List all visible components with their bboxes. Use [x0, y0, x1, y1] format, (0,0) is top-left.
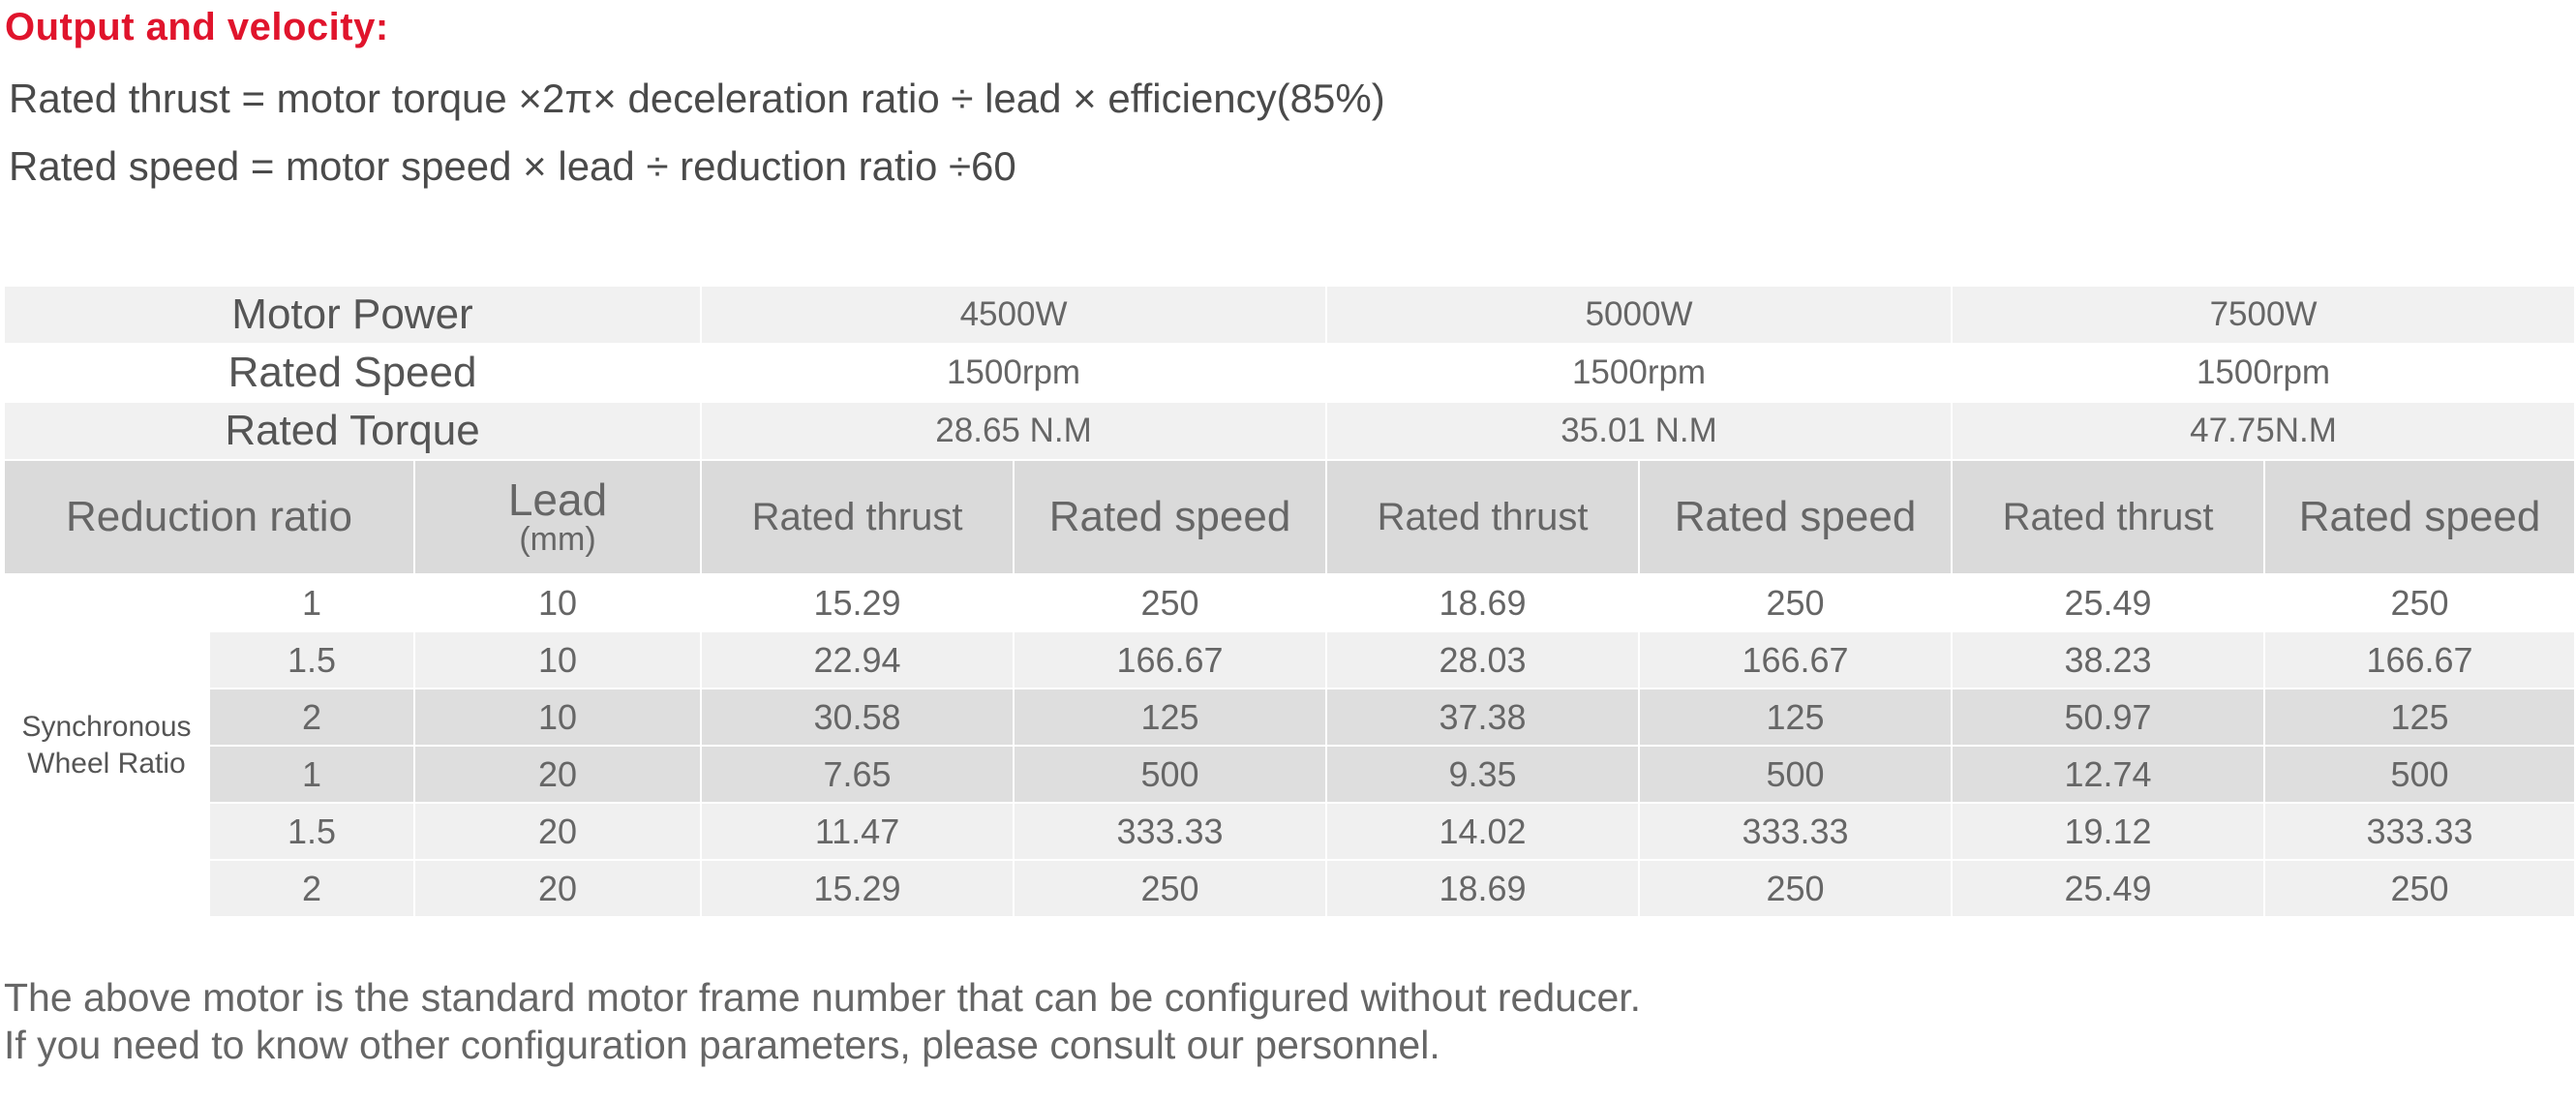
motor-power-4500: 4500W	[700, 285, 1328, 345]
lead-cell: 10	[412, 573, 703, 632]
value-cell: 250	[1638, 859, 1954, 918]
value-cell: 500	[1638, 745, 1954, 804]
ratio-cell: 2	[208, 859, 415, 918]
rated-speed-label: Rated Speed	[2, 343, 703, 403]
rated-torque-label: Rated Torque	[2, 401, 703, 461]
rated-speed-4500: 1500rpm	[700, 343, 1328, 403]
rated-speed-header: Rated speed	[1638, 459, 1954, 575]
value-cell: 166.67	[2263, 630, 2576, 689]
value-cell: 38.23	[1951, 630, 2266, 689]
value-cell: 15.29	[700, 859, 1015, 918]
rated-speed-header: Rated speed	[2263, 459, 2576, 575]
value-cell: 9.35	[1325, 745, 1641, 804]
value-cell: 25.49	[1951, 859, 2266, 918]
lead-header-unit: (mm)	[519, 521, 596, 558]
column-header-row: Reduction ratio Lead (mm) Rated thrust R…	[3, 459, 2576, 575]
lead-cell: 10	[412, 688, 703, 747]
value-cell: 125	[2263, 688, 2576, 747]
rated-torque-row: Rated Torque 28.65 N.M 35.01 N.M 47.75N.…	[2, 401, 2576, 461]
value-cell: 14.02	[1325, 802, 1641, 861]
value-cell: 30.58	[700, 688, 1015, 747]
rated-thrust-header: Rated thrust	[700, 459, 1015, 575]
value-cell: 12.74	[1951, 745, 2266, 804]
rated-torque-4500: 28.65 N.M	[700, 401, 1328, 461]
footnote-standard-frame: The above motor is the standard motor fr…	[4, 975, 1642, 1020]
value-cell: 125	[1638, 688, 1954, 747]
value-cell: 50.97	[1951, 688, 2266, 747]
table-row: 1.5 20 11.47 333.33 14.02 333.33 19.12 3…	[4, 802, 2576, 861]
rated-speed-header: Rated speed	[1013, 459, 1328, 575]
value-cell: 7.65	[700, 745, 1015, 804]
motor-power-row: Motor Power 4500W 5000W 7500W	[2, 285, 2576, 345]
motor-power-label: Motor Power	[2, 285, 703, 345]
value-cell: 15.29	[700, 573, 1015, 632]
table-row: 2 20 15.29 250 18.69 250 25.49 250	[4, 859, 2576, 918]
value-cell: 37.38	[1325, 688, 1641, 747]
synchronous-wheel-ratio-label: Synchronous Wheel Ratio	[3, 573, 210, 918]
specification-table: Motor Power 4500W 5000W 7500W Rated Spee…	[2, 285, 2576, 918]
rated-torque-7500: 47.75N.M	[1951, 401, 2576, 461]
value-cell: 125	[1013, 688, 1328, 747]
value-cell: 250	[1638, 573, 1954, 632]
rated-speed-formula: Rated speed = motor speed × lead ÷ reduc…	[9, 143, 1016, 189]
lead-header-title: Lead	[507, 474, 608, 525]
rated-thrust-header: Rated thrust	[1325, 459, 1641, 575]
lead-cell: 20	[412, 802, 703, 861]
rated-torque-5000: 35.01 N.M	[1325, 401, 1954, 461]
lead-cell: 20	[412, 745, 703, 804]
value-cell: 250	[2263, 573, 2576, 632]
lead-header: Lead (mm)	[412, 459, 703, 575]
lead-cell: 10	[412, 630, 703, 689]
value-cell: 250	[2263, 859, 2576, 918]
value-cell: 166.67	[1013, 630, 1328, 689]
rated-speed-5000: 1500rpm	[1325, 343, 1954, 403]
rated-speed-7500: 1500rpm	[1951, 343, 2576, 403]
section-heading: Output and velocity:	[5, 6, 389, 48]
rated-thrust-header: Rated thrust	[1951, 459, 2266, 575]
ratio-cell: 1	[208, 745, 415, 804]
footnote-consult-personnel: If you need to know other configuration …	[4, 1023, 1440, 1067]
motor-power-5000: 5000W	[1325, 285, 1954, 345]
table-row: 1 20 7.65 500 9.35 500 12.74 500	[4, 745, 2576, 804]
value-cell: 28.03	[1325, 630, 1641, 689]
value-cell: 500	[2263, 745, 2576, 804]
ratio-cell: 1.5	[208, 802, 415, 861]
value-cell: 333.33	[1638, 802, 1954, 861]
table-row: 2 10 30.58 125 37.38 125 50.97 125	[4, 688, 2576, 747]
reduction-ratio-header: Reduction ratio	[3, 459, 415, 575]
ratio-cell: 2	[208, 688, 415, 747]
table-row: 1.5 10 22.94 166.67 28.03 166.67 38.23 1…	[4, 630, 2576, 689]
value-cell: 333.33	[2263, 802, 2576, 861]
rated-thrust-formula: Rated thrust = motor torque ×2π× deceler…	[9, 76, 1385, 121]
value-cell: 11.47	[700, 802, 1015, 861]
table-row: Synchronous Wheel Ratio 1 10 15.29 250 1…	[3, 573, 2576, 918]
motor-power-7500: 7500W	[1951, 285, 2576, 345]
value-cell: 19.12	[1951, 802, 2266, 861]
value-cell: 333.33	[1013, 802, 1328, 861]
value-cell: 250	[1013, 573, 1328, 632]
rated-speed-row: Rated Speed 1500rpm 1500rpm 1500rpm	[2, 343, 2576, 403]
ratio-cell: 1	[208, 573, 415, 632]
value-cell: 22.94	[700, 630, 1015, 689]
ratio-cell: 1.5	[208, 630, 415, 689]
lead-cell: 20	[412, 859, 703, 918]
value-cell: 18.69	[1325, 573, 1641, 632]
value-cell: 166.67	[1638, 630, 1954, 689]
value-cell: 25.49	[1951, 573, 2266, 632]
value-cell: 500	[1013, 745, 1328, 804]
value-cell: 250	[1013, 859, 1328, 918]
value-cell: 18.69	[1325, 859, 1641, 918]
